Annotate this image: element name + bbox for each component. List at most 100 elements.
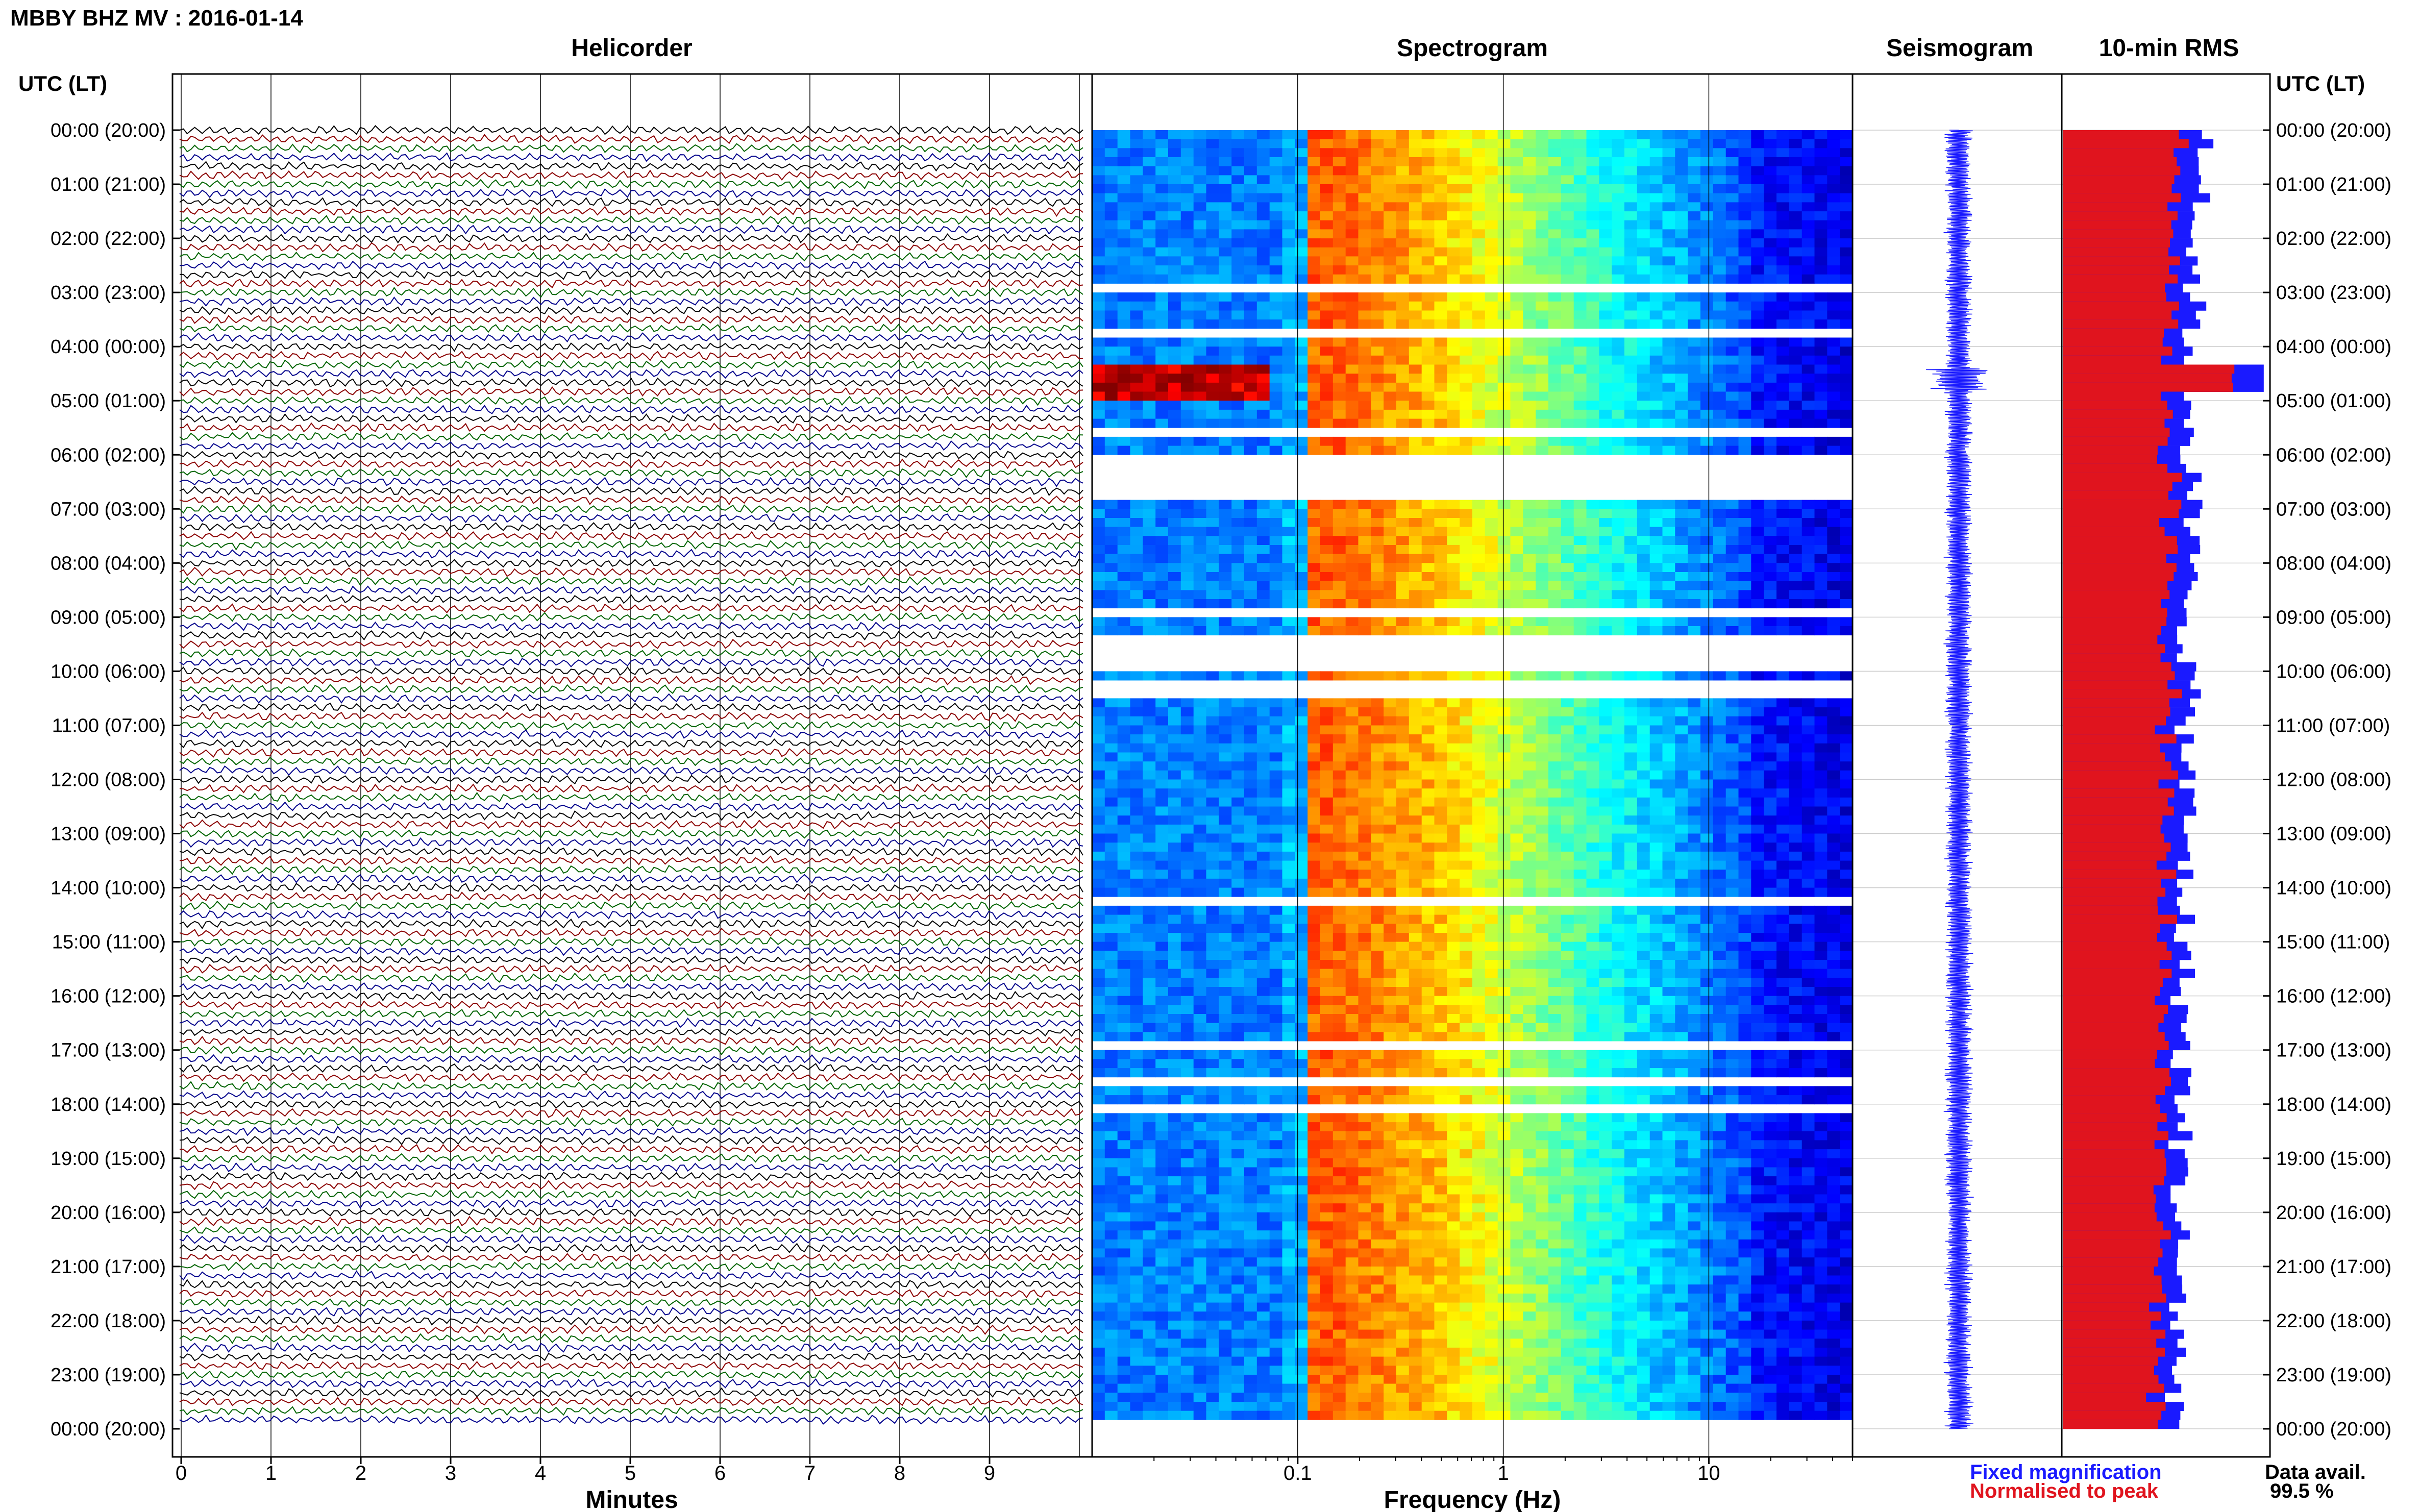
spectrogram-cell (1725, 707, 1739, 717)
spectrogram-cell (1295, 851, 1308, 861)
spectrogram-cell (1725, 671, 1739, 681)
spectrogram-cell (1548, 924, 1562, 933)
spectrogram-cell (1447, 382, 1460, 392)
spectrogram-cell (1662, 527, 1675, 536)
spectrogram-cell (1472, 391, 1486, 401)
spectrogram-cell (1358, 716, 1371, 726)
spectrogram-cell (1180, 536, 1194, 546)
spectrogram-cell (1358, 987, 1371, 997)
helicorder-trace (179, 1261, 1083, 1272)
spectrogram-cell (1586, 175, 1599, 185)
spectrogram-cell (1421, 924, 1435, 933)
spectrogram-cell (1193, 545, 1207, 555)
spectrogram-cell (1282, 905, 1295, 915)
spectrogram-cell (1599, 436, 1612, 446)
spectrogram-cell (1827, 527, 1840, 536)
spectrogram-cell (1371, 193, 1384, 203)
spectrogram-cell (1434, 815, 1447, 825)
spectrogram-cell (1421, 572, 1435, 582)
spectrogram-cell (1282, 509, 1295, 518)
spectrogram-cell (1396, 590, 1410, 600)
spectrogram-cell (1282, 599, 1295, 609)
spectrogram-cell (1688, 445, 1701, 455)
spectrogram-cell (1371, 761, 1384, 771)
spectrogram-cell (1624, 698, 1638, 708)
spectrogram-cell (1421, 626, 1435, 636)
spectrogram-cell (1434, 184, 1447, 194)
spectrogram-cell (1801, 590, 1815, 600)
spectrogram-cell (1256, 590, 1270, 600)
spectrogram-cell (1396, 707, 1410, 717)
spectrogram-cell (1130, 256, 1143, 266)
spectrogram-cell (1104, 581, 1118, 590)
spectrogram-cell (1269, 914, 1283, 924)
spectrogram-cell (1801, 914, 1815, 924)
spectrogram-cell (1206, 409, 1219, 419)
spectrogram-cell (1801, 418, 1815, 428)
spectrogram-cell (1307, 951, 1321, 960)
spectrogram-cell (1612, 824, 1625, 834)
spectrogram-cell (1231, 833, 1245, 843)
spectrogram-cell (1206, 346, 1219, 356)
spectrogram-cell (1345, 914, 1359, 924)
spectrogram-cell (1725, 626, 1739, 636)
spectrogram-cell (1776, 716, 1790, 726)
spectrogram-cell (1447, 401, 1460, 410)
spectrogram-cell (1371, 978, 1384, 987)
spectrogram-cell (1307, 401, 1321, 410)
spectrogram-cell (1523, 238, 1536, 248)
spectrogram-cell (1536, 878, 1549, 888)
spectrogram-cell (1485, 220, 1498, 230)
spectrogram-cell (1104, 518, 1118, 528)
spectrogram-cell (1688, 157, 1701, 167)
spectrogram-cell (1092, 978, 1105, 987)
spectrogram-cell (1117, 445, 1131, 455)
spectrogram-cell (1789, 391, 1803, 401)
spectrogram-cell (1662, 842, 1675, 852)
spectrogram-cell (1155, 851, 1169, 861)
spectrogram-cell (1396, 247, 1410, 257)
spectrogram-cell (1104, 806, 1118, 816)
helicorder-trace (179, 1387, 1083, 1398)
spectrogram-cell (1460, 220, 1473, 230)
spectrogram-cell (1485, 346, 1498, 356)
spectrogram-cell (1256, 716, 1270, 726)
spectrogram-cell (1725, 130, 1739, 140)
spectrogram-cell (1675, 229, 1688, 239)
spectrogram-cell (1256, 887, 1270, 897)
spectrogram-cell (1801, 184, 1815, 194)
spectrogram-cell (1130, 409, 1143, 419)
spectrogram-cell (1713, 951, 1726, 960)
spectrogram-cell (1725, 364, 1739, 374)
spectrogram-cell (1497, 536, 1511, 546)
spectrogram-cell (1523, 527, 1536, 536)
spectrogram-cell (1573, 202, 1587, 212)
spectrogram-cell (1764, 707, 1777, 717)
spectrogram-cell (1282, 256, 1295, 266)
spectrogram-cell (1168, 941, 1181, 951)
spectrogram-cell (1307, 256, 1321, 266)
spectrogram-cell (1662, 346, 1675, 356)
spectrogram-cell (1789, 969, 1803, 978)
spectrogram-cell (1231, 815, 1245, 825)
spectrogram-cell (1485, 914, 1498, 924)
spectrogram-cell (1801, 536, 1815, 546)
spectrogram-cell (1472, 175, 1486, 185)
spectrogram-cell (1396, 960, 1410, 970)
spectrogram-cell (1231, 130, 1245, 140)
spectrogram-cell (1662, 987, 1675, 997)
spectrogram-cell (1307, 978, 1321, 987)
spectrogram-cell (1662, 382, 1675, 392)
spectrogram-cell (1396, 842, 1410, 852)
spectrogram-cell (1713, 905, 1726, 915)
spectrogram-cell (1776, 418, 1790, 428)
spectrogram-cell (1358, 211, 1371, 221)
spectrogram-cell (1282, 130, 1295, 140)
spectrogram-cell (1764, 418, 1777, 428)
spectrogram-cell (1814, 247, 1828, 257)
spectrogram-cell (1295, 887, 1308, 897)
spectrogram-cell (1143, 878, 1156, 888)
spectrogram-cell (1371, 770, 1384, 780)
spectrogram-cell (1092, 870, 1105, 879)
spectrogram-cell (1396, 445, 1410, 455)
